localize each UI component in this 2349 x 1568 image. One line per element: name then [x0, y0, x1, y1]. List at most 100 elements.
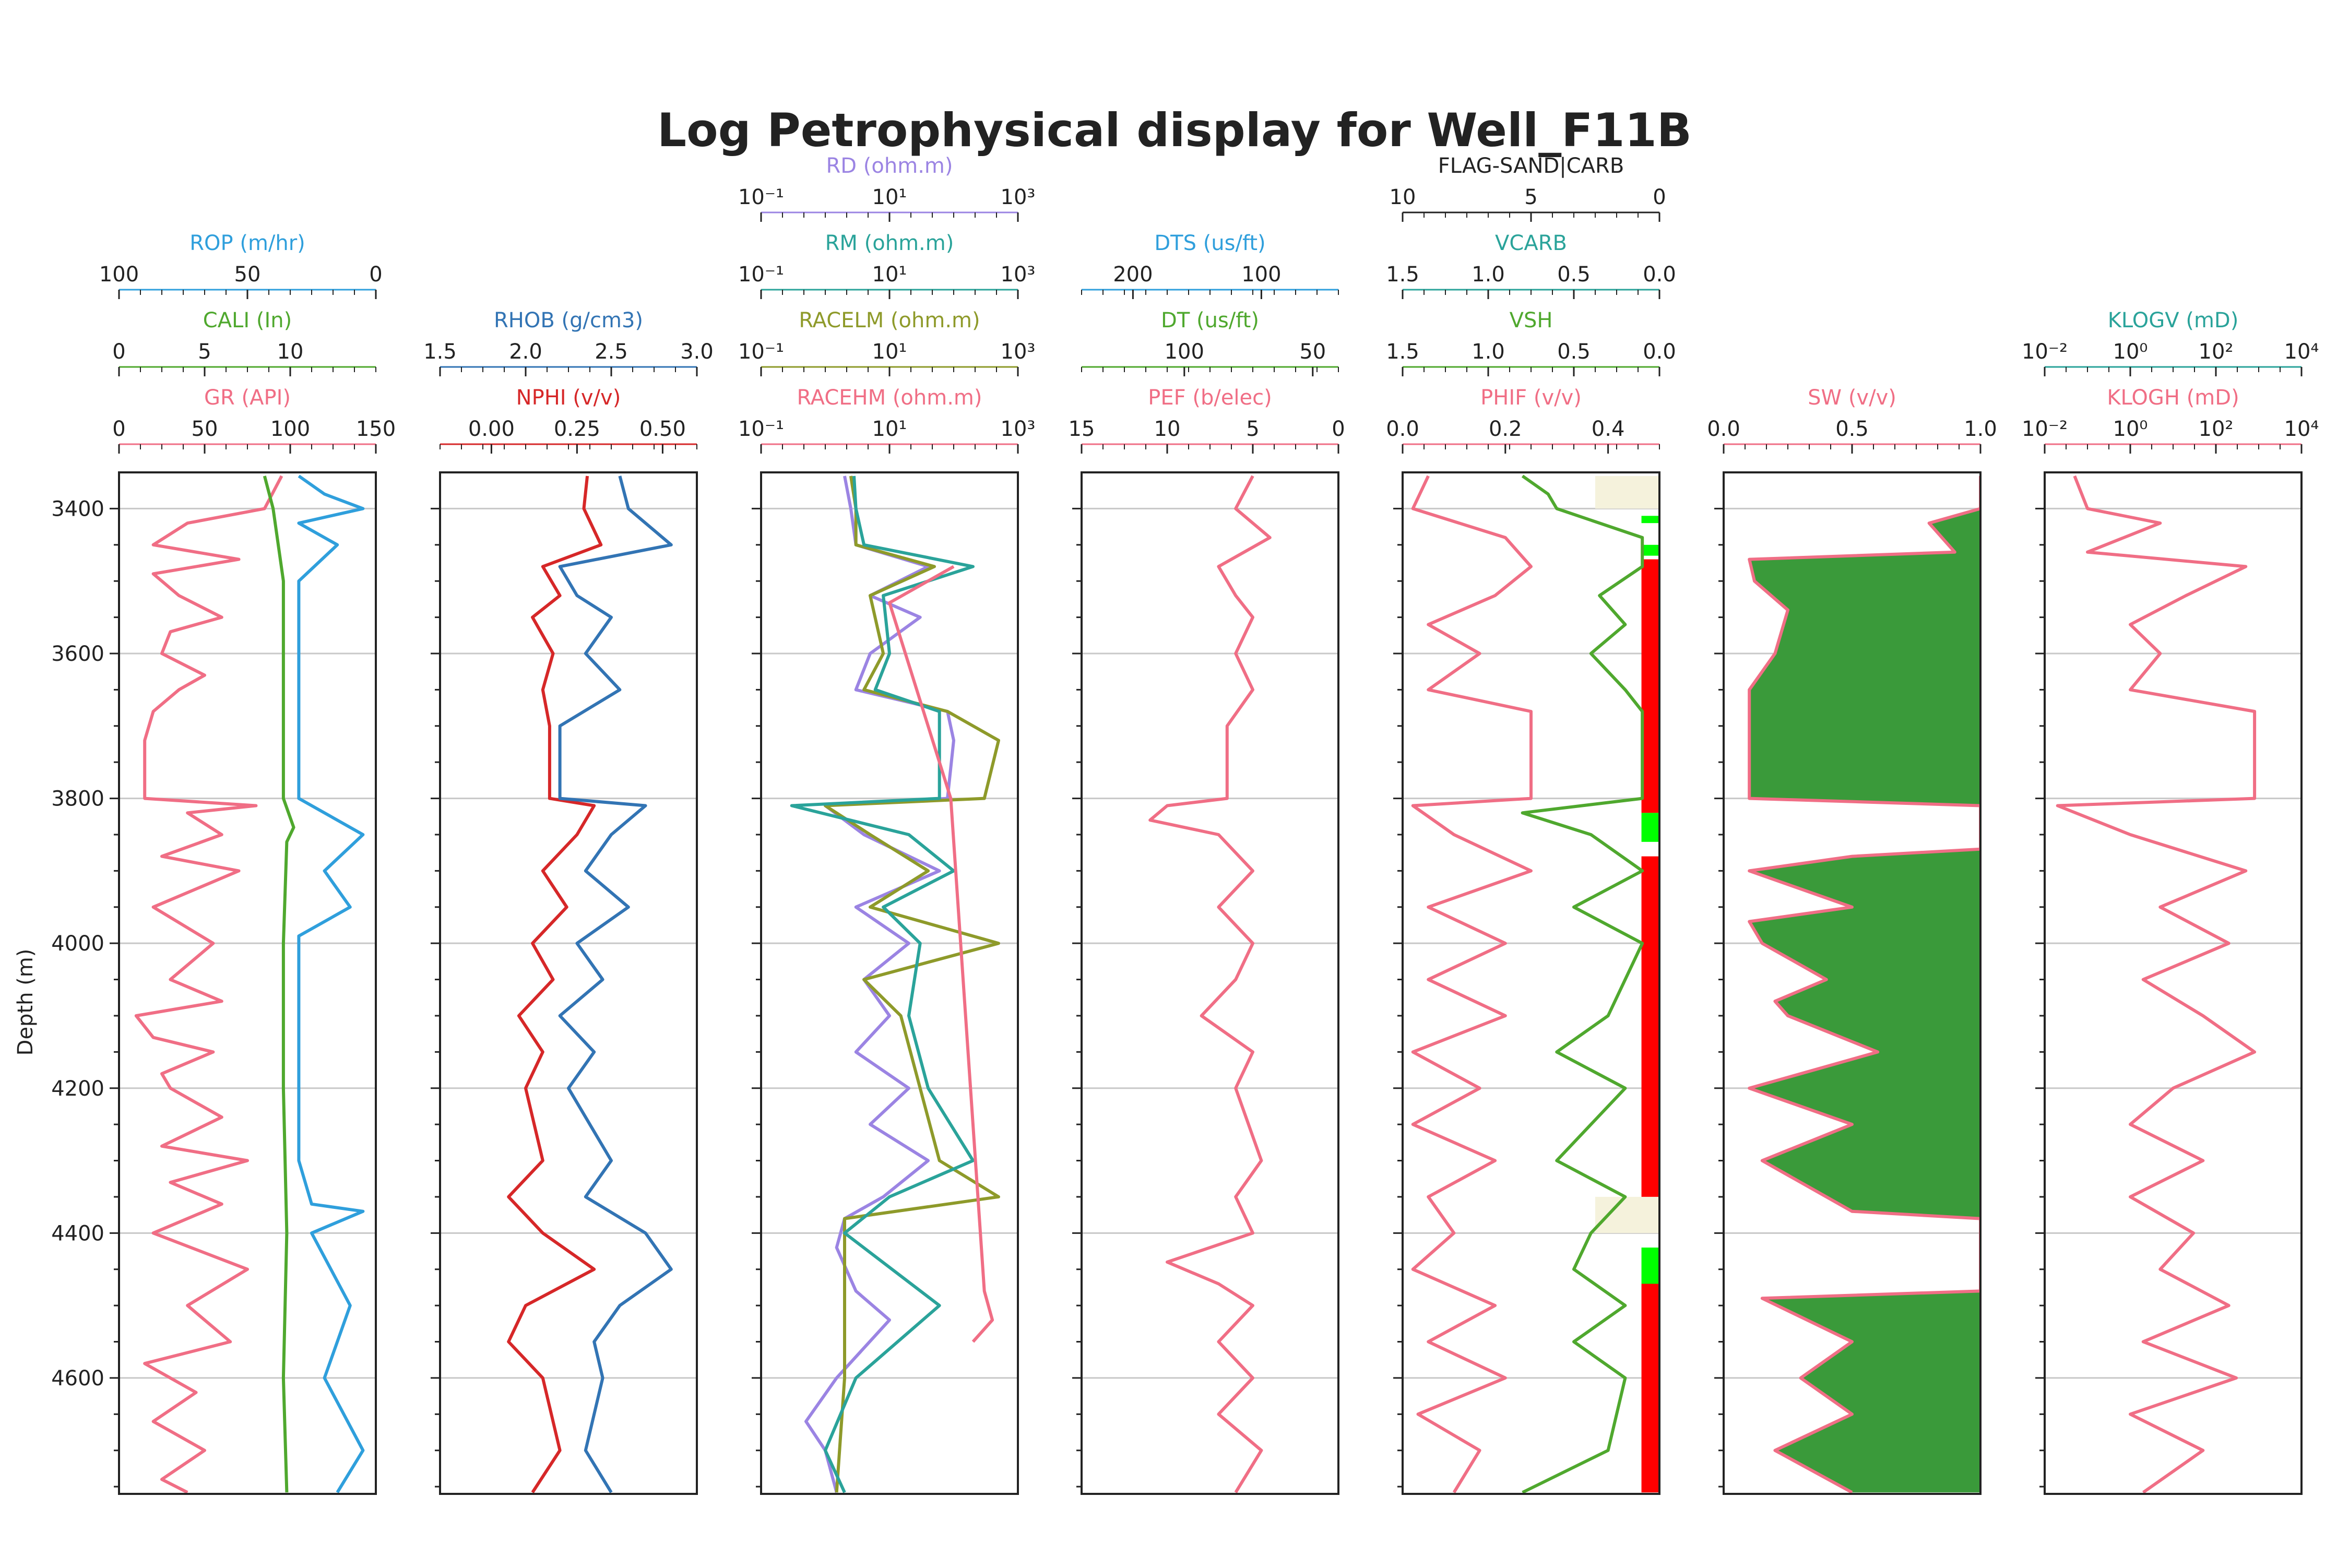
- axis-tick-label: 10¹: [872, 185, 907, 209]
- axis-vcarb: 1.5 1.0 0.5 0.0 VCARB: [1386, 231, 1676, 299]
- axis-tick-label: 10⁻¹: [738, 340, 784, 364]
- axis-nphi-v-v: 0.00 0.25 0.50 NPHI (v/v): [440, 386, 697, 454]
- series-rd-ohm-m: [804, 476, 955, 1493]
- plot-area-6: [1748, 476, 1980, 1494]
- axis-tick-label: 0: [1653, 185, 1666, 209]
- axis-tick-label: 1.5: [1386, 340, 1419, 364]
- axis-tick-label: 10⁰: [2113, 340, 2148, 364]
- axis-tick-label: 0.00: [468, 417, 515, 441]
- chart-title: Log Petrophysical display for Well_F11B: [657, 103, 1692, 157]
- axis-dt-us-ft: 100 50 DT (us/ft): [1081, 308, 1339, 376]
- axis-tick-label: 10: [277, 340, 304, 364]
- axis-tick-label: 0.0: [1643, 263, 1676, 287]
- axis-title-nphi-v-v: NPHI (v/v): [516, 386, 621, 410]
- axis-title-rop-m-hr: ROP (m/hr): [189, 231, 305, 255]
- axis-tick-label: 150: [356, 417, 396, 441]
- axis-tick-label: 2.0: [509, 340, 542, 364]
- axis-tick-label: 10¹: [872, 417, 907, 441]
- axis-rop-m-hr: 100 50 0 ROP (m/hr): [99, 231, 383, 299]
- track-frame: [1723, 471, 1982, 1495]
- axis-tick-label: 10¹: [872, 263, 907, 287]
- axis-tick-label: 10²: [2199, 417, 2234, 441]
- axis-rm-ohm-m: 10⁻¹ 10¹ 10³ RM (ohm.m): [738, 231, 1035, 299]
- axis-tick-label: 10⁻¹: [738, 185, 784, 209]
- axis-tick-label: 0.5: [1557, 340, 1591, 364]
- track-frame: [1081, 471, 1339, 1495]
- depth-tick-label: 3800: [51, 787, 104, 811]
- axis-cali-in: 0 5 10 CALI (In): [112, 308, 376, 376]
- plot-area-1: [134, 474, 365, 1494]
- flag-interval: [1641, 856, 1659, 1197]
- series-gr-api: [134, 475, 283, 1494]
- track-2: 0.00 0.25 0.50 NPHI (v/v) 1.5 2.0 2.5 3.0 RHOB (…: [423, 308, 714, 1495]
- axis-tick-label: 10⁻¹: [738, 417, 784, 441]
- axis-racehm-ohm-m: 10⁻¹ 10¹ 10³ RACEHM (ohm.m): [738, 386, 1035, 454]
- axis-tick-label: 0.2: [1489, 417, 1522, 441]
- axis-tick-label: 1.0: [1964, 417, 1997, 441]
- axis-tick-label: 1.0: [1472, 263, 1505, 287]
- axis-tick-label: 10: [1154, 417, 1181, 441]
- axis-klogh-md: 10⁻² 10⁰ 10² 10⁴ KLOGH (mD): [2022, 386, 2319, 454]
- axis-gr-api: 0 50 100 150 GR (API): [112, 386, 396, 454]
- track-frame: [439, 471, 698, 1495]
- depth-axis-label: Depth (m): [14, 949, 38, 1056]
- axis-title-klogv-md: KLOGV (mD): [2108, 308, 2239, 332]
- axis-tick-label: 10³: [1001, 417, 1036, 441]
- series-vsh: [1521, 474, 1644, 1494]
- axis-tick-label: 10: [1390, 185, 1416, 209]
- track-6: 0.0 0.5 1.0 SW (v/v): [1707, 386, 1997, 1495]
- axis-tick-label: 0.0: [1643, 340, 1676, 364]
- axis-tick-label: 1.0: [1472, 340, 1505, 364]
- series-klogh-md: [2056, 475, 2257, 1494]
- axis-tick-label: 10³: [1001, 185, 1036, 209]
- axis-phif-v-v: 0.0 0.2 0.4 PHIF (v/v): [1386, 386, 1660, 454]
- series-racelm-ohm-m: [824, 476, 1000, 1493]
- axis-tick-label: 0.0: [1386, 417, 1419, 441]
- axis-title-rhob-g-cm3: RHOB (g/cm3): [494, 308, 643, 332]
- axis-tick-label: 10⁻²: [2022, 340, 2068, 364]
- axis-tick-label: 5: [198, 340, 211, 364]
- plot-area-3: [790, 476, 1000, 1493]
- series-rhob-g-cm3: [558, 476, 673, 1493]
- axis-tick-label: 1.5: [423, 340, 457, 364]
- axis-tick-label: 0.0: [1707, 417, 1740, 441]
- depth-tick-label: 4600: [51, 1367, 104, 1391]
- axis-tick-label: 10⁴: [2284, 417, 2319, 441]
- depth-tick-label: 3400: [51, 497, 104, 521]
- axis-klogv-md: 10⁻² 10⁰ 10² 10⁴ KLOGV (mD): [2022, 308, 2319, 376]
- axis-tick-label: 0.4: [1592, 417, 1625, 441]
- axis-title-vsh: VSH: [1510, 308, 1553, 332]
- series-cali-in: [263, 476, 295, 1493]
- track-frame: [2044, 471, 2303, 1495]
- axis-tick-label: 0.25: [554, 417, 600, 441]
- axis-tick-label: 0: [1332, 417, 1345, 441]
- series-phif-v-v: [1411, 475, 1533, 1493]
- axis-rd-ohm-m: 10⁻¹ 10¹ 10³ RD (ohm.m): [738, 154, 1035, 222]
- axis-tick-label: 0.5: [1557, 263, 1591, 287]
- flag-interval: [1641, 1284, 1659, 1493]
- axis-title-klogh-md: KLOGH (mD): [2107, 386, 2239, 410]
- axis-racelm-ohm-m: 10⁻¹ 10¹ 10³ RACELM (ohm.m): [738, 308, 1035, 376]
- axis-tick-label: 10³: [1001, 263, 1036, 287]
- axis-title-dt-us-ft: DT (us/ft): [1161, 308, 1259, 332]
- flag-interval: [1595, 1196, 1659, 1233]
- sw-fill: [1749, 476, 1980, 1493]
- axis-tick-label: 3.0: [680, 340, 714, 364]
- axis-title-flag-sand-carb: FLAG-SAND|CARB: [1438, 154, 1624, 178]
- axis-title-rm-ohm-m: RM (ohm.m): [825, 231, 954, 255]
- depth-tick-label: 4000: [51, 932, 104, 956]
- axis-tick-label: 100: [1165, 340, 1204, 364]
- axis-tick-label: 10⁻¹: [738, 263, 784, 287]
- axis-tick-label: 10⁴: [2284, 340, 2319, 364]
- axis-tick-label: 10⁰: [2113, 417, 2148, 441]
- axis-tick-label: 1.5: [1386, 263, 1419, 287]
- series-rm-ohm-m: [790, 476, 975, 1493]
- plot-area-4: [1148, 475, 1272, 1493]
- axis-tick-label: 100: [270, 417, 310, 441]
- track-7: 10⁻² 10⁰ 10² 10⁴ KLOGH (mD) 10⁻² 10⁰ 10² 10⁴ KLOG…: [2022, 308, 2319, 1495]
- series-pef-b-elec: [1148, 475, 1272, 1493]
- series-nphi-v-v: [507, 476, 603, 1493]
- axis-tick-label: 10¹: [872, 340, 907, 364]
- track-1: 0 50 100 150 GR (API) 0 5 10 CALI (In) 100 50 0 ROP …: [99, 231, 396, 1495]
